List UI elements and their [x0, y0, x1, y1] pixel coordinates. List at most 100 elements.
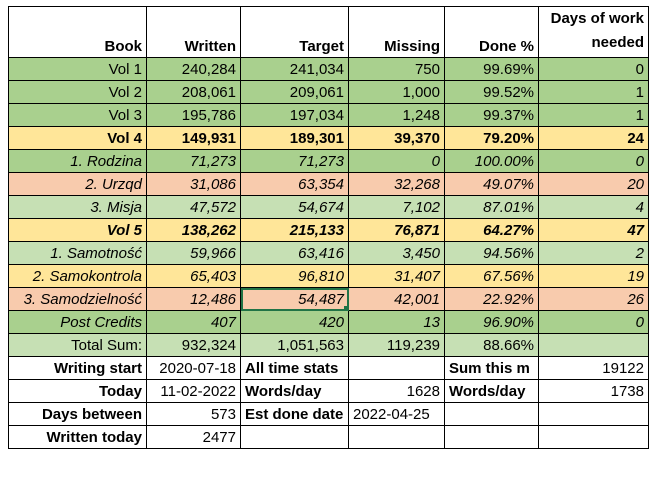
header-book[interactable]: Book	[8, 6, 147, 58]
writing-start-label[interactable]: Writing start	[8, 356, 147, 380]
book-cell[interactable]: Post Credits	[8, 310, 147, 334]
days-cell[interactable]: 19	[538, 264, 649, 288]
done-cell[interactable]: 87.01%	[444, 195, 539, 219]
target-cell[interactable]: 241,034	[240, 57, 349, 81]
days-cell[interactable]: 1	[538, 103, 649, 127]
today-value[interactable]: 11-02-2022	[146, 379, 241, 403]
written-cell[interactable]: 138,262	[146, 218, 241, 242]
empty-cell[interactable]	[444, 425, 539, 449]
written-cell[interactable]: 12,486	[146, 287, 241, 311]
written-cell[interactable]: 47,572	[146, 195, 241, 219]
book-cell[interactable]: Vol 4	[8, 126, 147, 150]
days-cell[interactable]: 47	[538, 218, 649, 242]
days-cell[interactable]: 2	[538, 241, 649, 265]
written-cell[interactable]: 31,086	[146, 172, 241, 196]
book-cell[interactable]: 3. Misja	[8, 195, 147, 219]
missing-cell[interactable]: 13	[348, 310, 445, 334]
words-per-day-month-value[interactable]: 1738	[538, 379, 649, 403]
words-per-day-value[interactable]: 1628	[348, 379, 445, 403]
book-cell[interactable]: 1. Samotność	[8, 241, 147, 265]
book-cell[interactable]: Vol 3	[8, 103, 147, 127]
book-cell[interactable]: 3. Samodzielność	[8, 287, 147, 311]
est-done-date-label[interactable]: Est done date	[240, 402, 349, 426]
days-cell[interactable]: 0	[538, 149, 649, 173]
target-cell[interactable]: 209,061	[240, 80, 349, 104]
target-cell[interactable]: 189,301	[240, 126, 349, 150]
days-between-label[interactable]: Days between	[8, 402, 147, 426]
days-cell[interactable]: 1	[538, 80, 649, 104]
target-cell[interactable]: 63,354	[240, 172, 349, 196]
empty-cell[interactable]	[538, 425, 649, 449]
total-target[interactable]: 1,051,563	[240, 333, 349, 357]
done-cell[interactable]: 100.00%	[444, 149, 539, 173]
empty-cell[interactable]	[348, 425, 445, 449]
done-cell[interactable]: 67.56%	[444, 264, 539, 288]
sum-this-month-value[interactable]: 19122	[538, 356, 649, 380]
sum-this-month-label[interactable]: Sum this m	[444, 356, 539, 380]
done-cell[interactable]: 99.69%	[444, 57, 539, 81]
written-today-label[interactable]: Written today	[8, 425, 147, 449]
done-cell[interactable]: 99.52%	[444, 80, 539, 104]
target-cell[interactable]: 197,034	[240, 103, 349, 127]
written-cell[interactable]: 71,273	[146, 149, 241, 173]
book-cell[interactable]: Vol 1	[8, 57, 147, 81]
words-per-day-month-label[interactable]: Words/day	[444, 379, 539, 403]
missing-cell[interactable]: 32,268	[348, 172, 445, 196]
written-cell[interactable]: 208,061	[146, 80, 241, 104]
written-cell[interactable]: 149,931	[146, 126, 241, 150]
missing-cell[interactable]: 1,000	[348, 80, 445, 104]
total-days[interactable]	[538, 333, 649, 357]
missing-cell[interactable]: 750	[348, 57, 445, 81]
done-cell[interactable]: 79.20%	[444, 126, 539, 150]
total-label[interactable]: Total Sum:	[8, 333, 147, 357]
days-cell[interactable]: 24	[538, 126, 649, 150]
written-cell[interactable]: 195,786	[146, 103, 241, 127]
writing-start-value[interactable]: 2020-07-18	[146, 356, 241, 380]
header-target[interactable]: Target	[240, 6, 349, 58]
total-written[interactable]: 932,324	[146, 333, 241, 357]
done-cell[interactable]: 22.92%	[444, 287, 539, 311]
selected-target-cell[interactable]: 54,487	[240, 287, 349, 311]
missing-cell[interactable]: 39,370	[348, 126, 445, 150]
days-cell[interactable]: 26	[538, 287, 649, 311]
written-cell[interactable]: 65,403	[146, 264, 241, 288]
written-cell[interactable]: 240,284	[146, 57, 241, 81]
all-time-stats-label[interactable]: All time stats	[240, 356, 349, 380]
target-cell[interactable]: 63,416	[240, 241, 349, 265]
done-cell[interactable]: 64.27%	[444, 218, 539, 242]
missing-cell[interactable]: 76,871	[348, 218, 445, 242]
missing-cell[interactable]: 0	[348, 149, 445, 173]
days-cell[interactable]: 20	[538, 172, 649, 196]
total-missing[interactable]: 119,239	[348, 333, 445, 357]
missing-cell[interactable]: 31,407	[348, 264, 445, 288]
empty-cell[interactable]	[538, 402, 649, 426]
total-done[interactable]: 88.66%	[444, 333, 539, 357]
missing-cell[interactable]: 7,102	[348, 195, 445, 219]
empty-cell[interactable]	[348, 356, 445, 380]
done-cell[interactable]: 99.37%	[444, 103, 539, 127]
days-cell[interactable]: 4	[538, 195, 649, 219]
book-cell[interactable]: 2. Samokontrola	[8, 264, 147, 288]
written-cell[interactable]: 59,966	[146, 241, 241, 265]
days-between-value[interactable]: 573	[146, 402, 241, 426]
book-cell[interactable]: Vol 2	[8, 80, 147, 104]
missing-cell[interactable]: 1,248	[348, 103, 445, 127]
missing-cell[interactable]: 42,001	[348, 287, 445, 311]
header-written[interactable]: Written	[146, 6, 241, 58]
target-cell[interactable]: 215,133	[240, 218, 349, 242]
header-done[interactable]: Done %	[444, 6, 539, 58]
book-cell[interactable]: 2. Urzqd	[8, 172, 147, 196]
header-days-needed[interactable]: Days of work needed	[538, 6, 649, 58]
empty-cell[interactable]	[240, 425, 349, 449]
book-cell[interactable]: 1. Rodzina	[8, 149, 147, 173]
empty-cell[interactable]	[444, 402, 539, 426]
book-cell[interactable]: Vol 5	[8, 218, 147, 242]
done-cell[interactable]: 94.56%	[444, 241, 539, 265]
days-cell[interactable]: 0	[538, 57, 649, 81]
written-today-value[interactable]: 2477	[146, 425, 241, 449]
words-per-day-label[interactable]: Words/day	[240, 379, 349, 403]
est-done-date-value[interactable]: 2022-04-25	[348, 402, 445, 426]
missing-cell[interactable]: 3,450	[348, 241, 445, 265]
target-cell[interactable]: 54,674	[240, 195, 349, 219]
today-label[interactable]: Today	[8, 379, 147, 403]
